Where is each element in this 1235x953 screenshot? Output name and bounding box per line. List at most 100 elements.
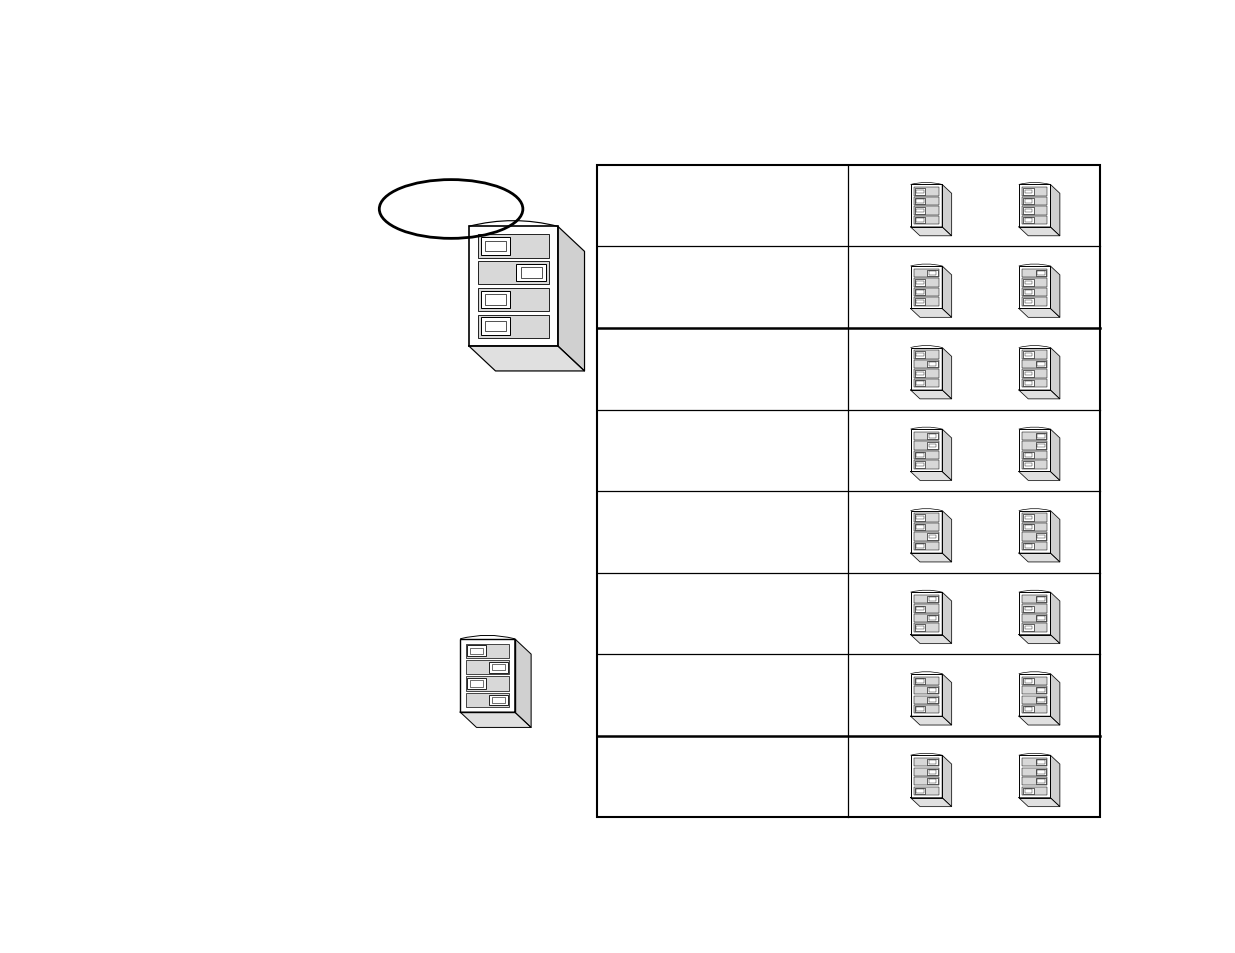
Bar: [466, 660, 509, 675]
Bar: [1036, 597, 1046, 602]
Bar: [1023, 352, 1034, 358]
Bar: [914, 351, 939, 359]
Polygon shape: [1050, 593, 1060, 644]
Polygon shape: [942, 185, 952, 236]
Bar: [915, 706, 925, 713]
Bar: [914, 270, 939, 278]
Bar: [914, 686, 939, 695]
Polygon shape: [942, 511, 952, 562]
Bar: [916, 679, 924, 682]
Bar: [1021, 360, 1047, 369]
Bar: [1025, 191, 1032, 194]
Bar: [489, 695, 508, 705]
Polygon shape: [469, 347, 584, 372]
Bar: [914, 216, 939, 225]
Polygon shape: [1019, 309, 1060, 318]
Bar: [1036, 434, 1046, 439]
Bar: [1021, 216, 1047, 225]
Bar: [916, 607, 924, 611]
Bar: [471, 680, 483, 687]
Polygon shape: [910, 554, 952, 562]
Bar: [1025, 373, 1032, 376]
Polygon shape: [942, 674, 952, 725]
Bar: [1023, 217, 1034, 224]
Polygon shape: [1050, 674, 1060, 725]
Polygon shape: [942, 593, 952, 644]
Bar: [915, 280, 925, 286]
Bar: [1037, 617, 1045, 620]
Bar: [1021, 787, 1047, 795]
Bar: [1023, 280, 1034, 286]
Bar: [1023, 189, 1034, 195]
Bar: [1021, 433, 1047, 440]
Bar: [1021, 379, 1047, 388]
Bar: [915, 462, 925, 468]
Bar: [1036, 361, 1046, 368]
Polygon shape: [1019, 717, 1060, 725]
Bar: [1025, 300, 1032, 304]
Bar: [1021, 298, 1047, 306]
Bar: [1037, 698, 1045, 701]
Bar: [1025, 679, 1032, 682]
Bar: [1025, 454, 1032, 457]
Bar: [1023, 543, 1034, 550]
Bar: [1021, 279, 1047, 287]
Bar: [929, 617, 936, 620]
Bar: [927, 271, 937, 276]
Bar: [1021, 452, 1047, 459]
Bar: [492, 664, 505, 671]
Bar: [466, 677, 509, 691]
Bar: [597, 166, 1100, 818]
Bar: [914, 778, 939, 785]
Bar: [1019, 185, 1050, 228]
Bar: [485, 322, 506, 333]
Bar: [910, 674, 942, 717]
Bar: [914, 523, 939, 532]
Polygon shape: [910, 635, 952, 644]
Polygon shape: [910, 472, 952, 481]
Bar: [914, 787, 939, 795]
Bar: [929, 780, 936, 783]
Bar: [1037, 536, 1045, 538]
Bar: [929, 435, 936, 438]
Bar: [929, 363, 936, 367]
Bar: [1037, 272, 1045, 275]
Polygon shape: [910, 228, 952, 236]
Bar: [914, 370, 939, 378]
Bar: [1019, 674, 1050, 717]
Bar: [1023, 453, 1034, 458]
Bar: [1025, 200, 1032, 204]
Bar: [1025, 707, 1032, 711]
Bar: [1019, 593, 1050, 635]
Bar: [914, 514, 939, 522]
Bar: [914, 461, 939, 469]
Bar: [1021, 533, 1047, 541]
Bar: [1023, 208, 1034, 214]
Bar: [916, 626, 924, 630]
Bar: [915, 352, 925, 358]
Bar: [927, 697, 937, 703]
Bar: [516, 265, 546, 282]
Bar: [1021, 686, 1047, 695]
Bar: [915, 524, 925, 531]
Bar: [1021, 705, 1047, 714]
Bar: [1023, 371, 1034, 377]
Bar: [1037, 780, 1045, 783]
Bar: [914, 759, 939, 766]
Bar: [927, 434, 937, 439]
Bar: [1036, 760, 1046, 765]
Bar: [1025, 517, 1032, 520]
Bar: [1036, 697, 1046, 703]
Bar: [1021, 624, 1047, 632]
Bar: [1019, 430, 1050, 472]
Bar: [914, 605, 939, 613]
Bar: [480, 318, 510, 335]
Bar: [1037, 689, 1045, 692]
Bar: [1021, 188, 1047, 196]
Polygon shape: [1019, 798, 1060, 806]
Bar: [1025, 526, 1032, 529]
Bar: [1037, 444, 1045, 448]
Bar: [929, 760, 936, 764]
Bar: [1036, 271, 1046, 276]
Bar: [1021, 759, 1047, 766]
